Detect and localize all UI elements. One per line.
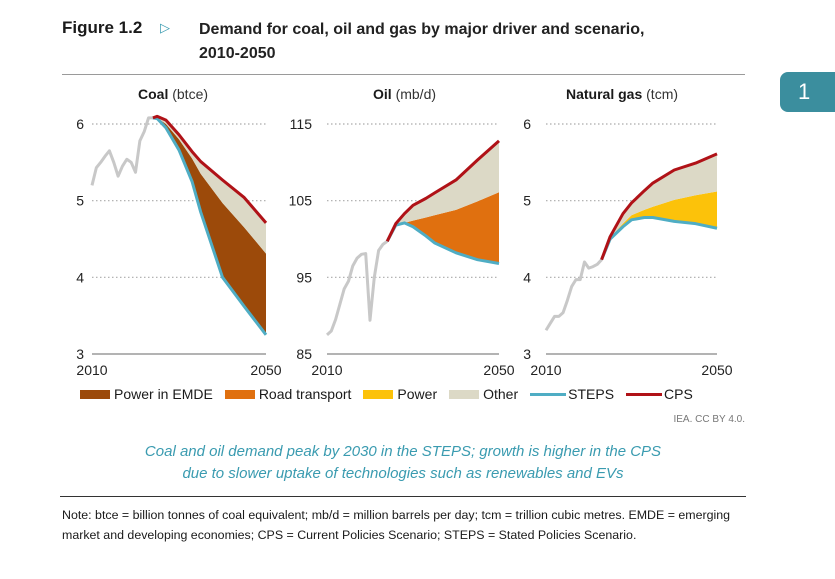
triangle-icon: ▷ [160,20,170,35]
chapter-tab[interactable]: 1 [780,72,835,112]
y-tick-label: 4 [76,269,84,285]
panel-title-unit: (mb/d) [395,86,437,102]
area-other [601,153,717,260]
legend-label: Power in EMDE [114,386,213,402]
y-tick-label: 105 [289,193,313,209]
panel-title-bold: Natural gas [566,86,643,102]
x-tick-label: 2010 [76,362,107,378]
area-other [387,140,499,242]
x-tick-label: 2050 [483,362,514,378]
area-other [152,116,266,254]
y-tick-label: 3 [76,346,84,362]
historical-line [90,116,153,186]
x-tick-label: 2010 [311,362,342,378]
figure-title-line2: 2010-2050 [199,45,276,62]
panel-title-unit: (btce) [172,86,209,102]
legend-label: STEPS [568,386,615,402]
legend-swatch [449,389,480,399]
y-tick-label: 6 [523,116,531,132]
y-tick-label: 4 [523,269,531,285]
cps-line [152,114,268,224]
x-tick-label: 2010 [530,362,561,378]
legend: Power in EMDE Road transport Power Other STE… [80,386,705,402]
area-road-transport [387,192,499,264]
panel-title-unit: (tcm) [646,86,679,102]
legend-item-power: Power [363,386,437,402]
notes-divider [60,496,746,497]
panel-title-gas: Natural gas (tcm) [566,86,678,102]
notes: Note: btce = billion tonnes of coal equi… [62,508,731,542]
y-tick-label: 5 [76,193,84,209]
cps-line [385,139,500,242]
legend-swatch [626,392,663,396]
legend-label: CPS [664,386,693,402]
y-tick-label: 115 [290,116,313,132]
legend-label: Power [397,386,438,402]
legend-item-steps: STEPS [530,386,614,402]
y-tick-label: 3 [523,346,531,362]
legend-item-other: Other [449,386,518,402]
y-tick-label: 5 [523,193,531,209]
legend-swatch [224,389,255,399]
legend-swatch [80,389,110,399]
source-credit: IEA. CC BY 4.0. [673,414,745,425]
area-power-in-emde [152,117,266,335]
steps-line [600,216,718,261]
figure-title: Demand for coal, oil and gas by major dr… [199,18,644,66]
steps-line [385,221,500,266]
legend-swatch [363,389,394,399]
top-divider [62,74,745,75]
panel-title-bold: Coal [138,86,169,102]
x-tick-label: 2050 [250,362,281,378]
y-tick-label: 95 [296,269,312,285]
legend-label: Other [483,386,519,402]
steps-line [152,116,268,336]
figure-title-line1: Demand for coal, oil and gas by major dr… [199,21,645,38]
panel-title-coal: Coal (btce) [138,86,208,102]
historical-line [544,258,603,332]
y-tick-label: 85 [296,346,312,362]
historical-line [326,240,389,336]
cps-line [600,152,718,261]
legend-item-cps: CPS [626,386,693,402]
legend-label: Road transport [258,386,352,402]
panel-title-oil: Oil (mb/d) [373,86,436,102]
takeaway-line2: due to slower uptake of technologies suc… [182,465,624,482]
legend-item-power-in-emde: Power in EMDE [80,386,213,402]
figure-label: Figure 1.2 [62,18,143,37]
legend-swatch [530,392,567,396]
y-tick-label: 6 [76,116,84,132]
panel-title-bold: Oil [373,86,392,102]
takeaway-line1: Coal and oil demand peak by 2030 in the … [144,443,662,460]
takeaway-text: Coal and oil demand peak by 2030 in the … [0,441,806,485]
area-power [601,191,717,260]
x-tick-label: 2050 [701,362,732,378]
legend-item-road-transport: Road transport [224,386,352,402]
